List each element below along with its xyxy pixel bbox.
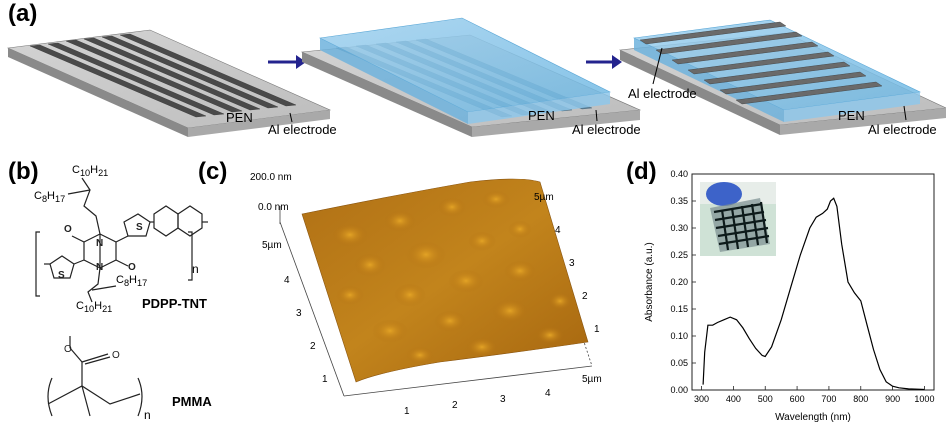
process-arrow-2 bbox=[586, 55, 622, 69]
x-axis-label: Wavelength (nm) bbox=[775, 412, 851, 423]
process-arrow-1 bbox=[268, 55, 306, 69]
side-chain-c10h21-top: C10H21 bbox=[72, 164, 108, 178]
afm-z-max: 200.0 nm bbox=[250, 172, 292, 183]
c8h17-top-c: C bbox=[34, 190, 42, 202]
afm-grains bbox=[332, 191, 572, 365]
c10h21-top-c: C bbox=[72, 164, 80, 176]
y-tick-label: 0.20 bbox=[670, 277, 688, 287]
afm-x-tick-3: 3 bbox=[500, 394, 506, 405]
y-tick-label: 0.00 bbox=[670, 385, 688, 395]
c10h21-top-c-sub: 10 bbox=[79, 168, 91, 179]
absorbance-chart: 0.00 0.05 0.10 0.15 0.20 0.25 0.30 0.35 0.40 300… bbox=[644, 169, 935, 423]
c8h17-bottom-h-sub: 17 bbox=[137, 278, 148, 289]
x-tick-label: 700 bbox=[821, 394, 836, 404]
svg-text:S: S bbox=[136, 222, 143, 233]
pdpp-tnt-name: PDPP-TNT bbox=[142, 296, 207, 311]
x-tick-label: 1000 bbox=[914, 394, 934, 404]
afm-x-tick-4: 4 bbox=[545, 388, 551, 399]
pdpp-repeat-n: n bbox=[192, 262, 199, 276]
c10h21-bottom-h: H bbox=[94, 300, 103, 312]
svg-text:O: O bbox=[64, 224, 72, 235]
x-tick-label: 600 bbox=[790, 394, 805, 404]
x-tick-label: 800 bbox=[853, 394, 868, 404]
afm-right-tick-3: 3 bbox=[569, 258, 575, 269]
step3-pen-label: PEN bbox=[838, 108, 865, 123]
y-tick-label: 0.15 bbox=[670, 304, 688, 314]
x-axis-ticks: 300 400 500 600 700 800 900 1000 bbox=[694, 386, 934, 404]
afm-right-tick-1: 1 bbox=[594, 324, 600, 335]
x-tick-label: 400 bbox=[726, 394, 741, 404]
afm-right-tick-2: 2 bbox=[582, 291, 588, 302]
panel-a-label: (a) bbox=[8, 0, 38, 27]
absorbance-series-line bbox=[702, 197, 925, 391]
svg-text:S: S bbox=[58, 270, 65, 281]
side-chain-c8h17-top: C8H17 bbox=[34, 190, 65, 204]
side-chain-c10h21-bottom: C10H21 bbox=[76, 300, 112, 314]
svg-text:N: N bbox=[96, 238, 103, 249]
c8h17-top-h-sub: 17 bbox=[55, 194, 66, 205]
x-tick-label: 300 bbox=[694, 394, 709, 404]
c10h21-bottom-c-sub: 10 bbox=[83, 304, 95, 315]
c8h17-top-c-sub: 8 bbox=[41, 194, 48, 205]
step2-pmma-dielectric-layer bbox=[319, 17, 611, 124]
svg-text:O: O bbox=[112, 350, 120, 361]
afm-y-tick-5: 5µm bbox=[262, 240, 282, 251]
afm-x-tick-1: 1 bbox=[404, 406, 410, 417]
y-tick-label: 0.35 bbox=[670, 196, 688, 206]
step3-top-electrodes bbox=[639, 21, 883, 105]
side-chain-c8h17-bottom: C8H17 bbox=[116, 274, 147, 288]
y-tick-label: 0.40 bbox=[670, 169, 688, 179]
inset-photo-flexible-device bbox=[700, 182, 776, 256]
y-tick-label: 0.25 bbox=[670, 250, 688, 260]
afm-z-min: 0.0 nm bbox=[258, 202, 289, 213]
c10h21-bottom-c: C bbox=[76, 300, 84, 312]
pmma-repeat-n: n bbox=[144, 408, 151, 422]
c10h21-bottom-h-sub: 21 bbox=[102, 304, 113, 315]
step2-pen-label: PEN bbox=[528, 108, 555, 123]
c10h21-top-h: H bbox=[90, 164, 99, 176]
step3-al-electrode-label: Al electrode bbox=[868, 122, 937, 137]
step3-top-al-electrode-label: Al electrode bbox=[628, 86, 697, 101]
step1-al-electrode-label: Al electrode bbox=[268, 122, 337, 137]
svg-text:O: O bbox=[128, 262, 136, 273]
panel-d-label: (d) bbox=[626, 158, 657, 185]
c10h21-top-h-sub: 21 bbox=[98, 168, 109, 179]
pmma-structure: O O bbox=[47, 336, 143, 417]
c8h17-bottom-h: H bbox=[129, 274, 137, 286]
svg-text:N: N bbox=[96, 262, 103, 273]
y-tick-label: 0.10 bbox=[670, 331, 688, 341]
y-axis-label: Absorbance (a.u.) bbox=[644, 242, 655, 322]
afm-x-tick-2: 2 bbox=[452, 400, 458, 411]
afm-x-tick-5: 5µm bbox=[582, 374, 602, 385]
step1-pen-label: PEN bbox=[226, 110, 253, 125]
afm-y-tick-3: 3 bbox=[296, 308, 302, 319]
label-pointers bbox=[289, 47, 907, 123]
step1-bottom-electrodes bbox=[29, 33, 297, 118]
x-tick-label: 500 bbox=[758, 394, 773, 404]
step2-al-electrode-label: Al electrode bbox=[572, 122, 641, 137]
c8h17-top-h: H bbox=[47, 190, 55, 202]
afm-right-tick-4: 4 bbox=[555, 225, 561, 236]
c8h17-bottom-c-sub: 8 bbox=[123, 278, 130, 289]
y-tick-label: 0.05 bbox=[670, 358, 688, 368]
x-tick-label: 900 bbox=[885, 394, 900, 404]
afm-y-tick-4: 4 bbox=[284, 275, 290, 286]
afm-y-tick-2: 2 bbox=[310, 341, 316, 352]
panel-b-label: (b) bbox=[8, 158, 39, 185]
y-axis-ticks: 0.00 0.05 0.10 0.15 0.20 0.25 0.30 0.35 0.40 bbox=[670, 169, 696, 395]
svg-text:O: O bbox=[64, 344, 72, 355]
c8h17-bottom-c: C bbox=[116, 274, 124, 286]
afm-topography-3d bbox=[279, 178, 593, 397]
afm-y-tick-1: 1 bbox=[322, 374, 328, 385]
pdpp-tnt-structure: N N O O S S bbox=[35, 177, 208, 303]
step1-substrate bbox=[6, 29, 332, 137]
panel-c-label: (c) bbox=[198, 158, 228, 185]
device-fabrication-schematic bbox=[6, 17, 946, 137]
pmma-name: PMMA bbox=[172, 394, 212, 409]
y-tick-label: 0.30 bbox=[670, 223, 688, 233]
afm-right-tick-5: 5µm bbox=[534, 192, 554, 203]
